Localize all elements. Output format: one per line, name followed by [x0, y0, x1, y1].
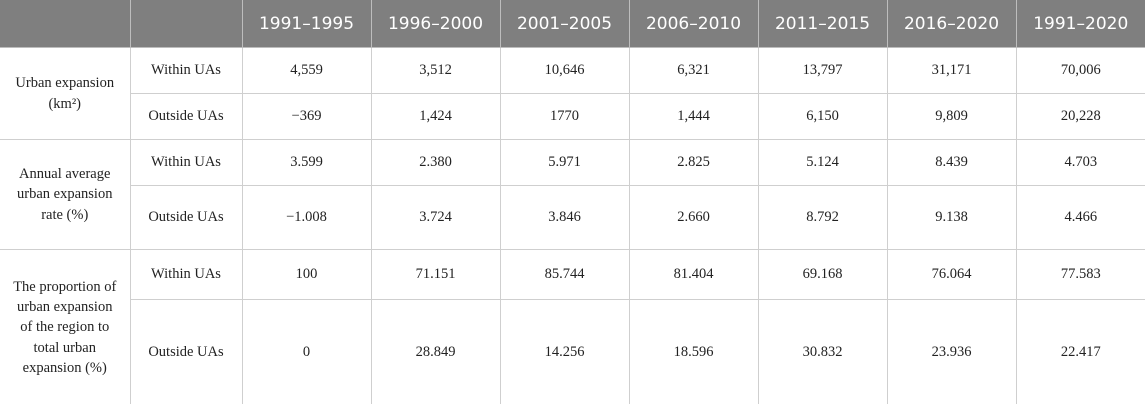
value-cell: 1770	[499, 93, 630, 140]
value-cell: 8.792	[757, 185, 888, 250]
value-cell: 2.660	[628, 185, 759, 250]
table-row: Outside UAs −369 1,424 1770 1,444 6,150 9,809 2…	[0, 93, 1145, 140]
value-cell: 30.832	[757, 299, 888, 404]
value-cell: 81.404	[628, 249, 759, 300]
value-cell: 22.417	[1015, 299, 1145, 404]
column-header: 1991–2020	[1015, 0, 1145, 48]
value-cell: 4.466	[1015, 185, 1145, 250]
value-cell: 5.124	[757, 139, 888, 186]
value-cell: 13,797	[757, 47, 888, 94]
row-label: Outside UAs	[130, 185, 243, 250]
table-row: Urban expansion (km²) Within UAs 4,559 3,51…	[0, 47, 1145, 140]
value-cell: 6,150	[757, 93, 888, 140]
row-label: Within UAs	[129, 249, 243, 300]
value-cell: 1,424	[370, 93, 501, 140]
value-cell: 3.599	[241, 139, 372, 186]
value-cell: 69.168	[757, 249, 888, 300]
column-header: 2011–2015	[757, 0, 888, 48]
row-label: Outside UAs	[130, 93, 243, 140]
group-label: The proportion of urban expansion of the…	[0, 249, 131, 404]
column-header: 1996–2000	[370, 0, 501, 48]
value-cell: 6,321	[628, 47, 759, 94]
value-cell: 100	[241, 249, 372, 300]
table-row: Annual average urban expansion rate (%) W…	[0, 139, 1145, 250]
value-cell: 71.151	[370, 249, 501, 300]
value-cell: 31,171	[886, 47, 1017, 94]
column-header: 2006–2010	[628, 0, 759, 48]
value-cell: 4.703	[1015, 139, 1145, 186]
table-row: Outside UAs −1.008 3.724 3.846 2.660 8.792 9.1…	[0, 185, 1145, 250]
value-cell: 28.849	[370, 299, 501, 404]
value-cell: 8.439	[886, 139, 1017, 186]
row-label: Within UAs	[129, 139, 243, 186]
header-cell	[129, 0, 243, 48]
table-row: Outside UAs 0 28.849 14.256 18.596 30.832 23.9…	[0, 299, 1145, 404]
value-cell: 2.380	[370, 139, 501, 186]
value-cell: 14.256	[499, 299, 630, 404]
value-cell: 10,646	[499, 47, 630, 94]
value-cell: 3,512	[370, 47, 501, 94]
group-label: Urban expansion (km²)	[0, 47, 131, 140]
value-cell: −369	[241, 93, 372, 140]
value-cell: 0	[241, 299, 372, 404]
table-body: Urban expansion (km²) Within UAs 4,559 3,51…	[0, 47, 1145, 404]
header-cell	[0, 0, 131, 48]
value-cell: 85.744	[499, 249, 630, 300]
value-cell: 18.596	[628, 299, 759, 404]
row-label: Outside UAs	[130, 299, 243, 404]
column-header: 2016–2020	[886, 0, 1017, 48]
value-cell: 9,809	[886, 93, 1017, 140]
group-label: Annual average urban expansion rate (%)	[0, 139, 131, 250]
value-cell: 20,228	[1015, 93, 1145, 140]
value-cell: 9.138	[886, 185, 1017, 250]
value-cell: 23.936	[886, 299, 1017, 404]
value-cell: 5.971	[499, 139, 630, 186]
value-cell: −1.008	[241, 185, 372, 250]
table-row: The proportion of urban expansion of the…	[0, 249, 1145, 404]
column-header: 2001–2005	[499, 0, 630, 48]
value-cell: 3.724	[370, 185, 501, 250]
value-cell: 1,444	[628, 93, 759, 140]
row-label: Within UAs	[129, 47, 243, 94]
column-header: 1991–1995	[241, 0, 372, 48]
header-row: 1991–1995 1996–2000 2001–2005 2006–2010 2011…	[0, 0, 1145, 48]
value-cell: 3.846	[499, 185, 630, 250]
value-cell: 2.825	[628, 139, 759, 186]
value-cell: 70,006	[1015, 47, 1145, 94]
value-cell: 4,559	[241, 47, 372, 94]
value-cell: 77.583	[1015, 249, 1145, 300]
value-cell: 76.064	[886, 249, 1017, 300]
